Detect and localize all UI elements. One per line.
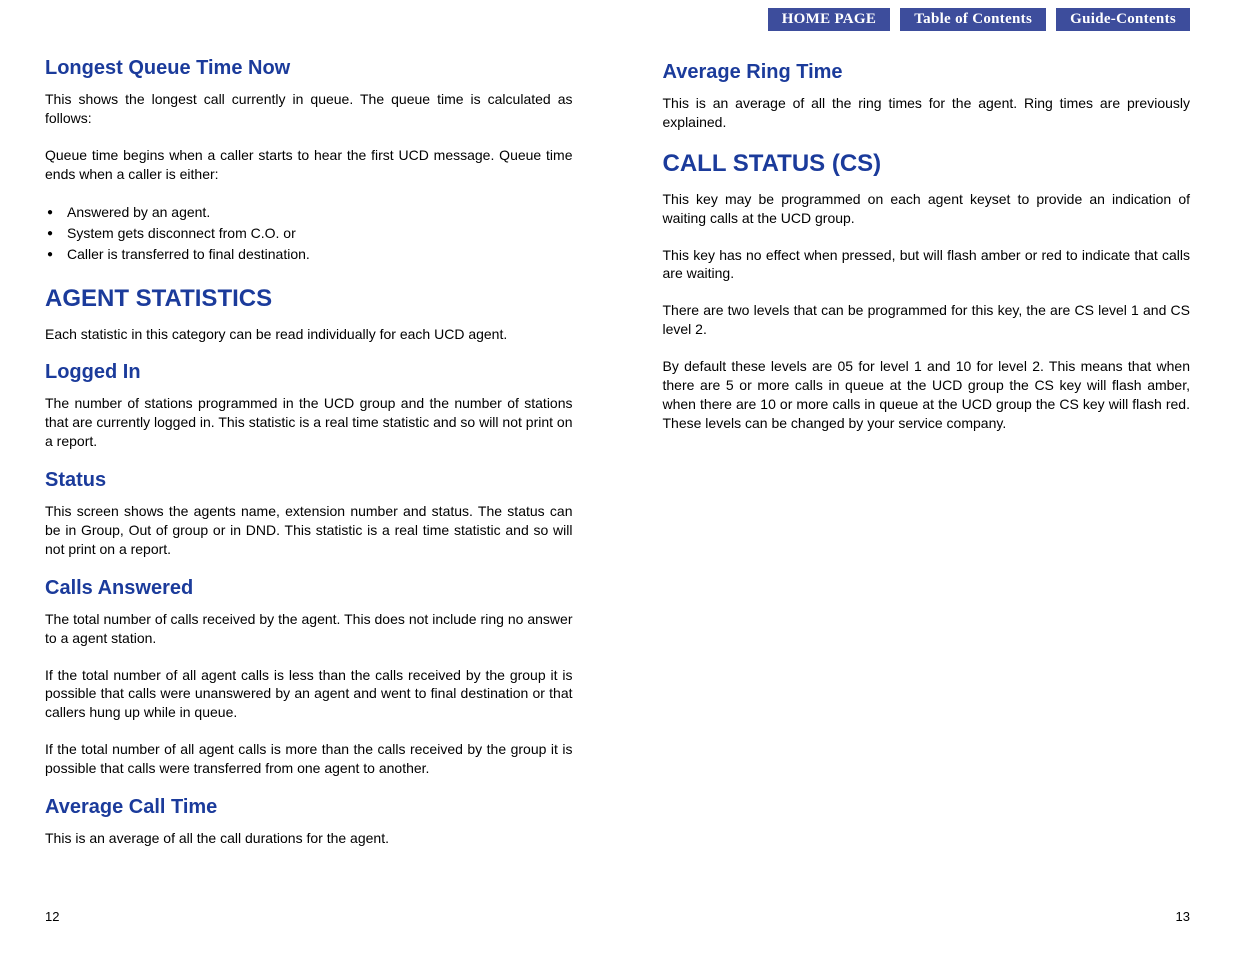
heading-longest-queue-time: Longest Queue Time Now (45, 57, 573, 80)
body-text: This screen shows the agents name, exten… (45, 502, 573, 559)
body-text: This shows the longest call currently in… (45, 90, 573, 128)
heading-call-status: CALL STATUS (CS) (663, 150, 1191, 178)
body-text: Each statistic in this category can be r… (45, 325, 573, 344)
page-number-right: 13 (1176, 909, 1190, 924)
table-of-contents-button[interactable]: Table of Contents (900, 8, 1046, 31)
heading-logged-in: Logged In (45, 361, 573, 384)
body-text: If the total number of all agent calls i… (45, 740, 573, 778)
bullet-list: Answered by an agent. System gets discon… (45, 202, 573, 265)
left-column: Longest Queue Time Now This shows the lo… (0, 0, 618, 954)
body-text: There are two levels that can be program… (663, 301, 1191, 339)
body-text: The total number of calls received by th… (45, 610, 573, 648)
list-item: Answered by an agent. (67, 202, 573, 223)
body-text: Queue time begins when a caller starts t… (45, 146, 573, 184)
heading-agent-statistics: AGENT STATISTICS (45, 285, 573, 313)
body-text: This key may be programmed on each agent… (663, 190, 1191, 228)
home-page-button[interactable]: HOME PAGE (768, 8, 891, 31)
body-text: By default these levels are 05 for level… (663, 357, 1191, 433)
heading-average-call-time: Average Call Time (45, 796, 573, 819)
heading-average-ring-time: Average Ring Time (663, 61, 1191, 84)
body-text: This is an average of all the ring times… (663, 94, 1191, 132)
body-text: This is an average of all the call durat… (45, 829, 573, 848)
body-text: If the total number of all agent calls i… (45, 666, 573, 723)
list-item: System gets disconnect from C.O. or (67, 223, 573, 244)
page-container: Longest Queue Time Now This shows the lo… (0, 0, 1235, 954)
heading-calls-answered: Calls Answered (45, 577, 573, 600)
heading-status: Status (45, 469, 573, 492)
list-item: Caller is transferred to final destinati… (67, 244, 573, 265)
guide-contents-button[interactable]: Guide-Contents (1056, 8, 1190, 31)
page-number-left: 12 (45, 909, 59, 924)
right-column: HOME PAGE Table of Contents Guide-Conten… (618, 0, 1235, 954)
body-text: The number of stations programmed in the… (45, 394, 573, 451)
body-text: This key has no effect when pressed, but… (663, 246, 1191, 284)
nav-button-row: HOME PAGE Table of Contents Guide-Conten… (663, 8, 1191, 31)
